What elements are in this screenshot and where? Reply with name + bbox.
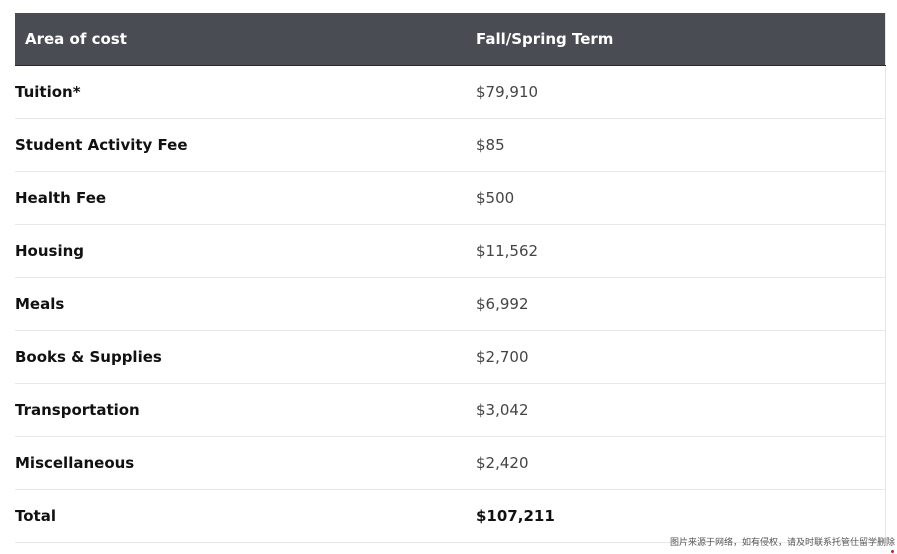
row-amount: $500 [476, 188, 515, 207]
header-area-of-cost: Area of cost [15, 13, 476, 66]
watermark-text: 图片来源于网络，如有侵权，请及时联系托管仕留学删除 [669, 538, 895, 548]
table-row: Transportation $3,042 [15, 383, 886, 436]
total-amount: $107,211 [476, 506, 555, 525]
row-amount: $2,420 [476, 453, 529, 472]
watermark-dot-icon [891, 550, 894, 553]
cost-table: Area of cost Fall/Spring Term Tuition* $… [15, 13, 886, 543]
row-amount: $6,992 [476, 294, 529, 313]
table-row: Miscellaneous $2,420 [15, 436, 886, 489]
row-area-label: Books & Supplies [15, 347, 162, 366]
table-header: Area of cost Fall/Spring Term [15, 13, 886, 66]
total-label: Total [15, 506, 56, 525]
table-row: Tuition* $79,910 [15, 65, 886, 118]
row-area-label: Housing [15, 241, 85, 260]
header-row: Area of cost Fall/Spring Term [15, 13, 886, 66]
table-row: Housing $11,562 [15, 224, 886, 277]
table-body: Tuition* $79,910 Student Activity Fee $8… [15, 65, 886, 542]
row-area-label: Meals [15, 294, 65, 313]
table-row: Student Activity Fee $85 [15, 118, 886, 171]
row-area-label: Tuition* [15, 82, 81, 101]
row-amount: $2,700 [476, 347, 529, 366]
header-fall-spring-term: Fall/Spring Term [476, 13, 886, 66]
table-row: Books & Supplies $2,700 [15, 330, 886, 383]
row-amount: $85 [476, 135, 505, 154]
table-row: Meals $6,992 [15, 277, 886, 330]
row-area-label: Transportation [15, 400, 140, 419]
row-area-label: Student Activity Fee [15, 135, 188, 154]
row-area-label: Health Fee [15, 188, 107, 207]
row-amount: $11,562 [476, 241, 539, 260]
row-amount: $3,042 [476, 400, 529, 419]
row-area-label: Miscellaneous [15, 453, 135, 472]
total-row: Total $107,211 [15, 489, 886, 542]
row-amount: $79,910 [476, 82, 539, 101]
table-row: Health Fee $500 [15, 171, 886, 224]
